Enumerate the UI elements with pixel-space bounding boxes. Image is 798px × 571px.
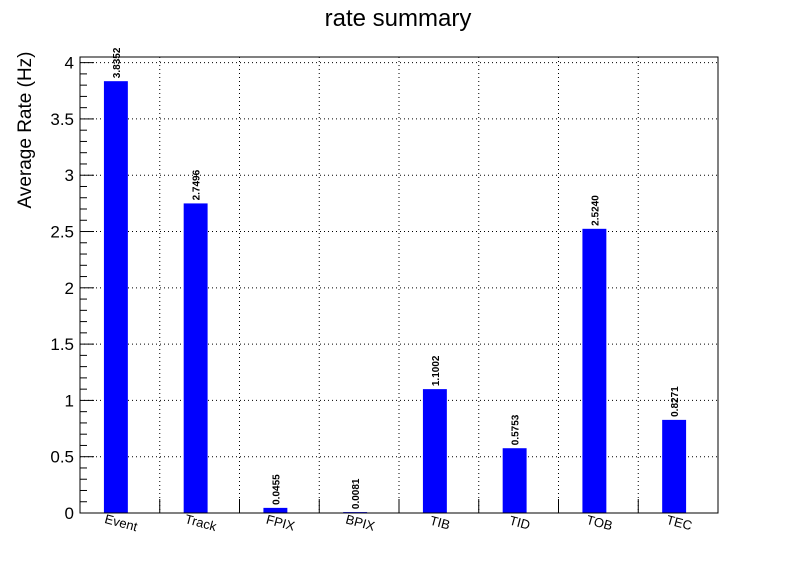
data-labels: 3.8352 2.7496 0.0455 0.0081 1.1002 0.5753 2.52… — [112, 47, 681, 509]
y-tick-label: 1.5 — [50, 335, 74, 354]
data-label: 3.8352 — [112, 47, 123, 78]
y-tick-label: 3 — [65, 166, 74, 185]
y-tick-label: 3.5 — [50, 110, 74, 129]
bar-tid — [502, 448, 527, 513]
bar-tib — [422, 389, 447, 513]
x-tick-label-tob: TOB — [585, 512, 614, 533]
x-tick-label-track: Track — [183, 511, 218, 534]
x-tick-label-tid: TID — [508, 513, 532, 533]
y-tick-label: 4 — [65, 54, 74, 73]
data-label: 2.5240 — [590, 195, 601, 226]
bar-event — [103, 81, 128, 514]
bars — [103, 81, 687, 514]
data-label: 2.7496 — [192, 169, 203, 200]
data-label: 0.0081 — [351, 478, 362, 509]
y-tick-label: 0 — [65, 504, 74, 523]
data-label: 0.5753 — [511, 414, 522, 445]
data-label: 0.8271 — [670, 386, 681, 417]
bar-track — [183, 203, 208, 513]
x-tick-label-fpix: FPIX — [265, 512, 297, 534]
x-tick-label-tib: TIB — [428, 513, 451, 533]
chart-title: rate summary — [325, 5, 472, 32]
y-tick-label: 0.5 — [50, 448, 74, 467]
bar-fpix — [263, 507, 288, 513]
y-axis-ticks: 0 0.5 1 1.5 2 2.5 3 3.5 4 — [50, 54, 94, 523]
data-label: 1.1002 — [431, 355, 442, 386]
bar-tob — [582, 228, 607, 514]
data-label: 0.0455 — [271, 474, 282, 505]
y-tick-label: 1 — [65, 391, 74, 410]
y-tick-label: 2 — [65, 279, 74, 298]
x-tick-label-event: Event — [103, 511, 139, 534]
bar-tec — [662, 419, 687, 513]
x-tick-label-tec: TEC — [665, 512, 694, 533]
y-axis-label: Average Rate (Hz) — [15, 52, 36, 209]
grid-lines — [80, 57, 718, 513]
y-tick-label: 2.5 — [50, 223, 74, 242]
x-tick-label-bpix: BPIX — [344, 512, 377, 534]
